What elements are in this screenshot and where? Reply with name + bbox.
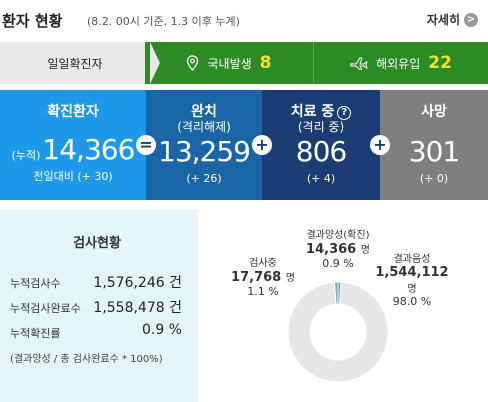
label-testing: 검사중 17,768 명 1.1 % [218, 254, 308, 298]
plus-icon: + [370, 135, 390, 155]
row-value-total-tests: 1,576,246 건 [93, 275, 182, 291]
treating-value: 806 [295, 135, 347, 168]
testing-note: (결과양성 / 총 검사완료수 * 100%) [10, 354, 163, 365]
confirmed-prefix: (누적) [11, 149, 41, 162]
deaths-spacer [380, 120, 488, 134]
label-positive-unit: 명 [360, 245, 370, 256]
chevron-right-icon: > [464, 12, 478, 27]
label-negative-name: 결과음성 [393, 254, 431, 265]
test-results-chart: 결과양성(확진) 14,366 명 0.9 % 검사중 17,768 명 1.1… [198, 210, 488, 402]
deaths-card: 사망 301 (+ 0) [380, 90, 488, 200]
tab-overseas-value: 22 [428, 53, 452, 73]
equals-icon: = [136, 135, 156, 155]
tab-daily-confirmed[interactable]: 일일확진자 [0, 42, 160, 84]
label-positive-name: 결과양성(확진) [306, 230, 370, 241]
tab-domestic-label: 국내발생 [207, 56, 252, 71]
testing-summary: 검사현황 누적검사수 1,576,246 건 누적검사완료수 1,558,478… [0, 210, 194, 402]
released-card: 완치 (격리해제) 13,259 (+ 26) [146, 90, 262, 200]
donut-slice-testing [333, 281, 339, 305]
row-label-total-tests: 누적검사수 [10, 277, 61, 290]
donut-chart [287, 281, 389, 383]
label-testing-unit: 명 [285, 273, 295, 284]
label-testing-name: 검사중 [249, 258, 277, 269]
row-value-completed-tests: 1,558,478 건 [93, 300, 182, 316]
treating-card: 치료 중? (격리 중) 806 (+ 4) [262, 90, 380, 200]
confirmed-value: 14,366 [42, 133, 135, 166]
confirmed-number-row: (누적) 14,366 [0, 134, 146, 166]
treating-title-row: 치료 중? [262, 104, 380, 120]
released-value: 13,259 [158, 135, 251, 168]
label-negative: 결과음성 1,544,112 명 98.0 % [368, 250, 456, 308]
label-testing-percent: 1.1 % [247, 285, 279, 298]
page-title: 환자 현황 [2, 12, 63, 30]
tab-overseas-label: 해외유입 [376, 56, 421, 71]
label-positive-value: 14,366 [306, 242, 357, 257]
tab-domestic[interactable]: 국내발생 8 [145, 42, 313, 84]
donut-slice-negative [287, 281, 389, 383]
label-negative-value: 1,544,112 [375, 265, 449, 280]
treating-title: 치료 중 [290, 104, 335, 120]
deaths-title: 사망 [421, 104, 447, 120]
row-label-completed-tests: 누적검사완료수 [10, 302, 81, 315]
released-subtitle: (격리해제) [177, 120, 231, 134]
help-icon[interactable]: ? [337, 106, 352, 120]
location-pin-icon [187, 55, 199, 71]
label-negative-percent: 98.0 % [392, 295, 432, 308]
deaths-delta: (+ 0) [419, 172, 449, 185]
label-negative-unit: 명 [407, 284, 417, 295]
tab-daily-label: 일일확진자 [47, 56, 103, 71]
testing-title: 검사현황 [73, 236, 121, 251]
header: 환자 현황 (8.2. 00시 기준, 1.3 이후 누계) 자세히 > [0, 0, 488, 40]
stats-panel: 확진환자 (누적) 14,366 전일대비 (+ 30) 완치 (격리해제) 1… [0, 90, 488, 200]
row-value-positive-rate: 0.9 % [141, 322, 182, 338]
tab-domestic-value: 8 [259, 53, 272, 73]
confirmed-card: 확진환자 (누적) 14,366 전일대비 (+ 30) [0, 90, 146, 200]
tab-bar: 일일확진자 국내발생 8 해외유입 22 [0, 42, 488, 84]
bottom-section: 검사현황 누적검사수 1,576,246 건 누적검사완료수 1,558,478… [0, 210, 488, 402]
label-positive-count: 14,366 명 [288, 241, 388, 257]
label-testing-value: 17,768 [231, 270, 282, 285]
deaths-value: 301 [408, 135, 460, 168]
treating-subtitle: (격리 중) [297, 120, 345, 134]
released-title: 완치 [191, 104, 217, 120]
detail-label: 자세히 [426, 13, 460, 27]
label-testing-count: 17,768 명 [218, 269, 308, 285]
treating-delta: (+ 4) [306, 172, 336, 185]
airplane-icon [350, 57, 368, 70]
label-positive-percent: 0.9 % [322, 257, 354, 270]
page-subtitle: (8.2. 00시 기준, 1.3 이후 누계) [87, 15, 240, 28]
detail-link[interactable]: 자세히 > [427, 11, 478, 28]
label-positive: 결과양성(확진) 14,366 명 0.9 % [288, 226, 388, 270]
tab-overseas[interactable]: 해외유입 22 [313, 42, 488, 84]
confirmed-delta: 전일대비 (+ 30) [33, 170, 113, 183]
released-delta: (+ 26) [186, 172, 222, 185]
row-label-positive-rate: 누적확진률 [10, 327, 61, 340]
plus-icon: + [252, 135, 272, 155]
confirmed-title: 확진환자 [47, 104, 99, 120]
